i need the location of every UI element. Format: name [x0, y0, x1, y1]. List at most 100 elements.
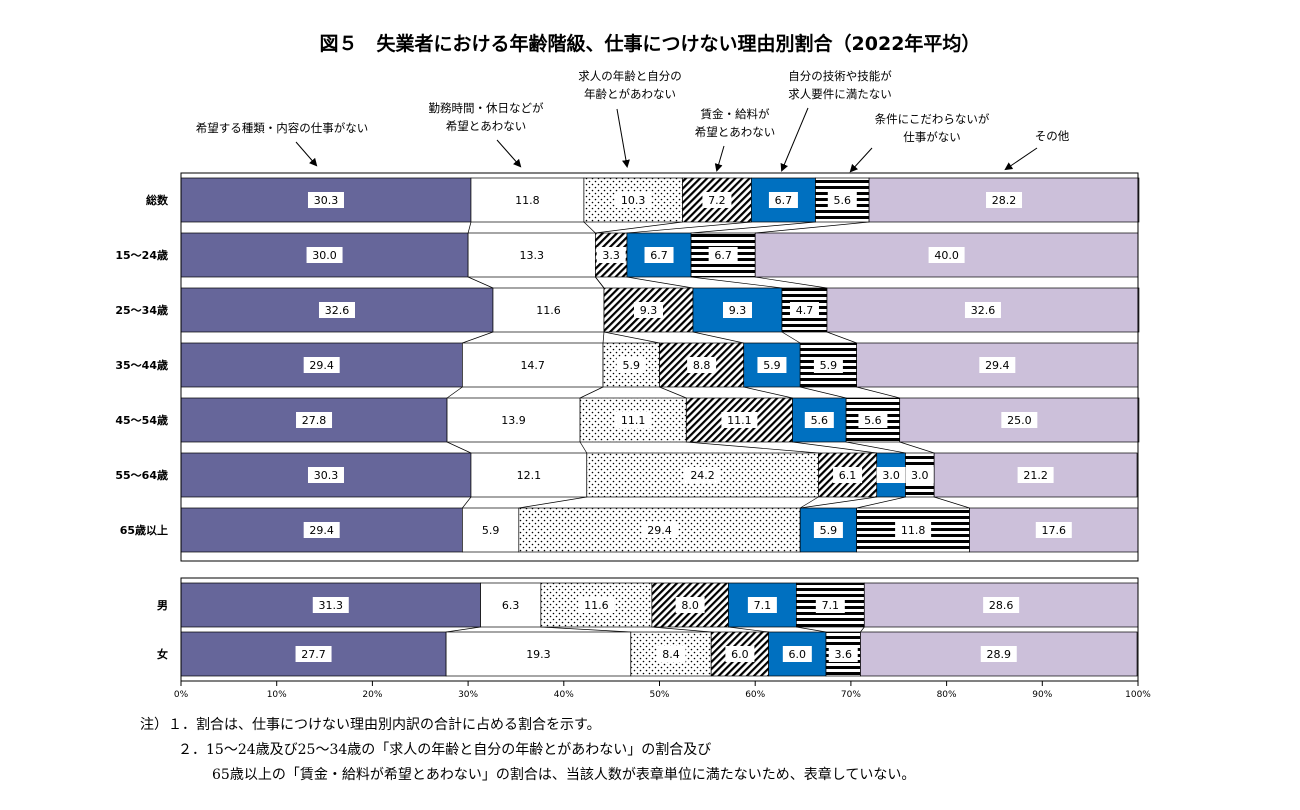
- x-tick-label: 90%: [1032, 690, 1052, 700]
- connector-line: [856, 496, 906, 509]
- value-label-bg: [675, 597, 705, 613]
- value-label-bg: [318, 302, 355, 318]
- legend-arrow: [780, 107, 809, 172]
- bar-row: 55～64歳 30.3 12.1 24.2 6.1 3.0 3.0 21.2: [115, 452, 1138, 498]
- value-label: 11.1: [727, 414, 752, 427]
- value-label-bg: [509, 192, 546, 208]
- connector-line: [595, 276, 605, 289]
- bar-row: 15～24歳 30.0 13.3 3.3 6.7 6.7 40.0: [115, 232, 1139, 278]
- bar-row: 35～44歳 29.4 14.7 5.9 8.8 5.9 5.9 29.4: [115, 342, 1139, 388]
- value-label-bg: [804, 412, 834, 428]
- value-label: 7.1: [822, 599, 840, 612]
- legend-label: 求人の年齢と自分の: [578, 69, 682, 83]
- connector-line: [826, 331, 857, 344]
- value-label-bg: [983, 597, 1020, 613]
- x-tick-label: 40%: [554, 690, 574, 700]
- connector-line: [796, 626, 827, 633]
- connector-line: [446, 441, 472, 454]
- value-label: 19.3: [526, 648, 551, 661]
- value-label: 3.0: [882, 469, 900, 482]
- note-line-3: 65歳以上の「賃金・給料が希望とあわない」の割合は、当該人数が表章単位に満たない…: [212, 766, 915, 783]
- value-label: 27.7: [301, 648, 326, 661]
- value-label-bg: [303, 357, 340, 373]
- value-label: 10.3: [621, 194, 646, 207]
- bar-row: 45～54歳 27.8 13.9 11.1 11.1 5.6 5.6 25.0: [115, 397, 1140, 443]
- value-label-bg: [708, 247, 738, 263]
- value-label-bg: [702, 192, 732, 208]
- category-label: 女: [157, 647, 168, 661]
- connector-line: [799, 496, 819, 509]
- connector-line: [686, 441, 819, 454]
- value-label-bg: [644, 247, 674, 263]
- connector-line: [446, 626, 481, 633]
- value-label-bg: [722, 302, 752, 318]
- legend-arrow: [1004, 147, 1038, 171]
- value-label: 11.6: [584, 599, 609, 612]
- value-label: 5.9: [763, 359, 781, 372]
- value-label-bg: [789, 302, 819, 318]
- connector-line: [800, 496, 877, 509]
- bar-segment-series-4: [682, 177, 752, 223]
- value-label: 14.7: [520, 359, 545, 372]
- connector-line: [579, 441, 588, 454]
- x-tick-label: 50%: [649, 690, 669, 700]
- connector-line: [755, 221, 870, 234]
- value-label-bg: [578, 597, 615, 613]
- value-label: 6.0: [731, 648, 749, 661]
- value-label: 31.3: [319, 599, 344, 612]
- value-label: 8.8: [693, 359, 711, 372]
- connector-lines: [446, 221, 970, 633]
- value-label: 13.9: [501, 414, 526, 427]
- value-label: 11.6: [536, 304, 561, 317]
- connector-line: [691, 276, 783, 289]
- chart-title: 図５ 失業者における年齢階級、仕事につけない理由別割合（2022年平均）: [320, 32, 981, 55]
- value-label-bg: [312, 597, 349, 613]
- value-label-bg: [1001, 412, 1038, 428]
- legend-arrow: [714, 145, 725, 172]
- category-label: 65歳以上: [120, 523, 168, 537]
- connector-line: [755, 276, 828, 289]
- bar-row: 25～34歳 32.6 11.6 9.3 9.3 4.7 32.6: [115, 287, 1140, 333]
- value-label-bg: [514, 357, 551, 373]
- value-label: 7.2: [708, 194, 726, 207]
- value-label: 32.6: [971, 304, 996, 317]
- value-label-bg: [928, 247, 965, 263]
- value-label: 17.6: [1042, 524, 1067, 537]
- value-label: 6.7: [775, 194, 793, 207]
- connector-line: [899, 441, 935, 454]
- value-label: 29.4: [647, 524, 672, 537]
- value-label: 24.2: [690, 469, 715, 482]
- connector-line: [792, 441, 877, 454]
- legend-label: 希望とあわない: [695, 125, 776, 139]
- value-label-bg: [513, 247, 550, 263]
- value-label: 25.0: [1007, 414, 1032, 427]
- legend-arrow: [616, 108, 630, 168]
- note-line-2: ２．15～24歳及び25～34歳の「求人の年齢と自分の年齢とがあわない」の割合及…: [178, 741, 711, 758]
- legend-label: 求人要件に満たない: [788, 87, 892, 101]
- connector-line: [518, 496, 587, 509]
- value-label-bg: [656, 646, 686, 662]
- value-label: 9.3: [729, 304, 747, 317]
- connector-line: [462, 496, 472, 509]
- legend-label: 希望とあわない: [446, 119, 527, 133]
- plot-frame-1: [180, 172, 1139, 562]
- value-label: 5.9: [482, 524, 500, 537]
- connector-line: [846, 441, 906, 454]
- value-label-bg: [828, 646, 858, 662]
- value-label-bg: [827, 192, 857, 208]
- value-label: 11.8: [515, 194, 540, 207]
- connector-line: [446, 386, 463, 399]
- value-label-bg: [307, 467, 344, 483]
- value-label: 6.7: [650, 249, 668, 262]
- value-label: 5.9: [820, 524, 838, 537]
- value-label-bg: [296, 412, 333, 428]
- value-label-bg: [876, 467, 906, 483]
- x-tick-label: 0%: [174, 690, 189, 700]
- value-label: 5.6: [864, 414, 882, 427]
- value-label: 30.0: [312, 249, 337, 262]
- value-label-bg: [633, 302, 663, 318]
- connector-line: [691, 221, 816, 234]
- connector-line: [603, 331, 660, 344]
- value-label-bg: [306, 247, 343, 263]
